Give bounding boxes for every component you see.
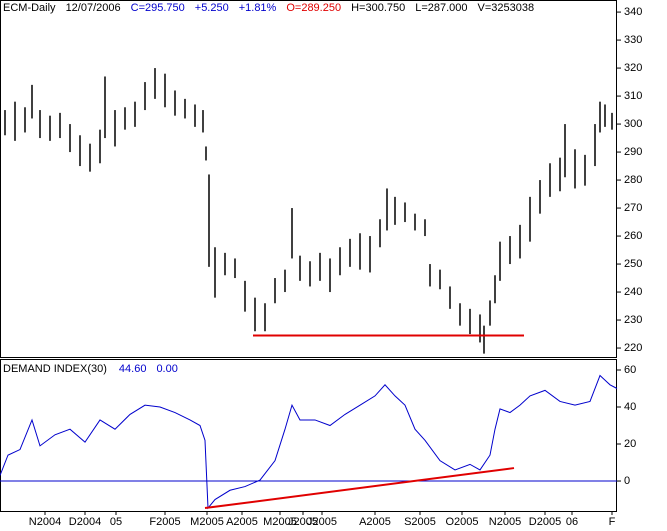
x-tick-label: F [609,516,616,528]
trend-line [204,467,515,510]
indicator-title: DEMAND INDEX(30) [3,363,107,375]
y-tick-label: 60 [624,364,636,376]
x-tick-label: D2005 [529,516,561,528]
header-text: V=3253038 [478,2,535,14]
y-tick-label: 280 [624,174,642,186]
y-tick-label: 310 [624,90,642,102]
price-panel [0,0,617,358]
x-tick-label: M2005 [190,516,224,528]
y-tick-label: 270 [624,202,642,214]
x-tick-label: A2005 [359,516,391,528]
indicator-panel [0,359,617,512]
y-tick-label: 260 [624,230,642,242]
x-tick-label: F2005 [149,516,180,528]
x-tick-label: N2005 [489,516,521,528]
x-tick-label: N2004 [29,516,61,528]
x-tick-label: D2004 [69,516,101,528]
y-tick-label: 40 [624,401,636,413]
y-tick-label: 230 [624,314,642,326]
header-text: +1.81% [239,2,277,14]
x-tick-label: 06 [566,516,578,528]
header-text: C=295.750 [131,2,185,14]
header-text: +5.250 [195,2,229,14]
y-tick-label: 320 [624,62,642,74]
header-text: 12/07/2006 [66,2,121,14]
header-text: L=287.000 [415,2,467,14]
x-tick-label: 05 [110,516,122,528]
indicator-line [0,374,618,510]
header-text: O=289.250 [286,2,341,14]
header-text: 44.60 [119,363,147,375]
header-text: ECM-Daily [3,2,56,14]
y-tick-label: 0 [624,475,630,487]
y-tick-label: 290 [624,146,642,158]
y-tick-label: 250 [624,258,642,270]
x-tick-label: J2005 [288,516,318,528]
y-tick-label: 300 [624,118,642,130]
x-tick-label: M2005 [263,516,297,528]
header-text: 0.00 [156,363,177,375]
header-text: H=300.750 [351,2,405,14]
x-tick-label: O2005 [445,516,478,528]
x-tick-label: A2005 [226,516,258,528]
y-tick-label: 330 [624,34,642,46]
x-tick-label: S2005 [404,516,436,528]
y-tick-label: 340 [624,6,642,18]
y-tick-label: 220 [624,342,642,354]
y-tick-label: 20 [624,438,636,450]
y-tick-label: 240 [624,286,642,298]
x-tick-label: J2005 [307,516,337,528]
